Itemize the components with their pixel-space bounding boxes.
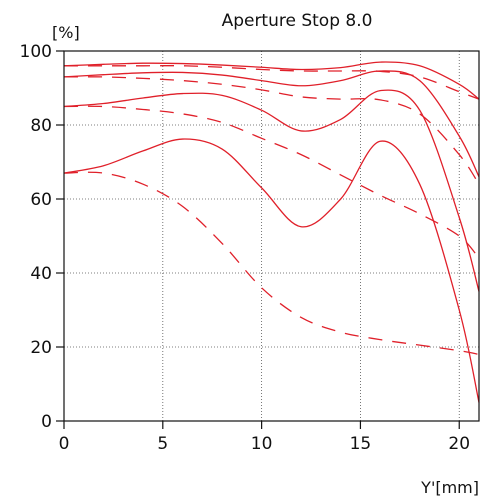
y-tick-label-0: 0	[41, 412, 52, 432]
x-tick-label-15: 15	[350, 434, 372, 454]
series-line-5-solid	[63, 89, 480, 292]
y-tick-label-20: 20	[30, 338, 52, 358]
y-tick-label-40: 40	[30, 264, 52, 284]
x-tick-label-20: 20	[448, 434, 470, 454]
chart-title: Aperture Stop 8.0	[222, 11, 373, 31]
x-tick-label-10: 10	[251, 434, 273, 454]
series-lines	[63, 61, 480, 403]
series-line-4-dashed	[63, 76, 480, 185]
axis-ticks: 0 20 40 60 80 100 0 5 10 15 20	[20, 42, 471, 454]
series-line-3-solid	[63, 70, 480, 178]
y-axis-label: [%]	[52, 23, 80, 42]
series-line-8-dashed	[63, 171, 480, 356]
y-tick-label-100: 100	[20, 42, 52, 62]
plot-frame	[63, 50, 480, 422]
y-tick-label-80: 80	[30, 116, 52, 136]
series-line-1-solid	[63, 61, 480, 100]
series-line-6-dashed	[63, 105, 480, 259]
series-line-7-solid	[63, 138, 480, 403]
x-tick-label-5: 5	[157, 434, 168, 454]
series-line-2-dashed	[64, 65, 480, 100]
x-tick-label-0: 0	[59, 434, 70, 454]
y-tick-label-60: 60	[30, 190, 52, 210]
x-axis-label: Y'[mm]	[420, 478, 479, 497]
